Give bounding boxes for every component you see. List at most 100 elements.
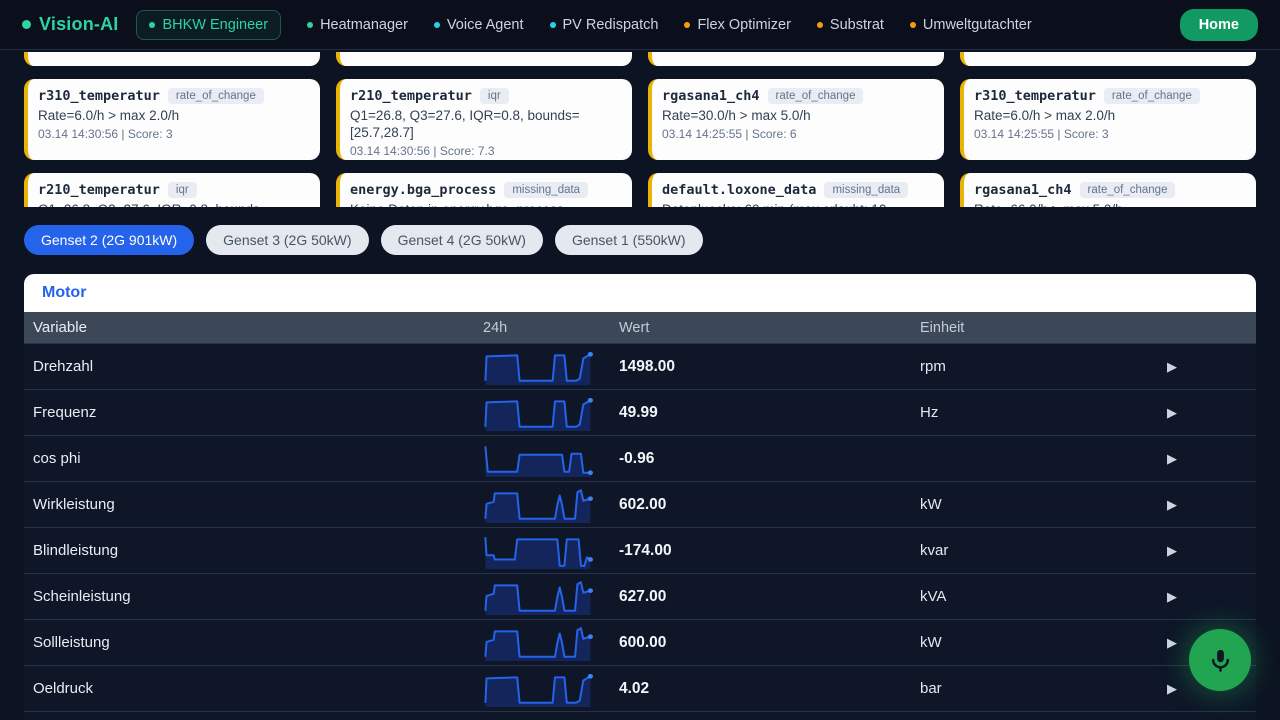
nav-item[interactable]: PV Redispatch	[549, 11, 658, 39]
alert-row: r310_temperatur rate_of_change Rate=6.0/…	[24, 79, 1256, 160]
alert-message: Rate=6.0/h > max 2.0/h	[38, 108, 180, 123]
alert-card[interactable]: energy.bga_process missing_data Keine Da…	[336, 173, 632, 207]
play-button[interactable]: ▶	[1165, 680, 1256, 698]
variable-name: Blindleistung	[33, 542, 119, 559]
brand-name: Vision-AI	[39, 14, 119, 34]
nav-item[interactable]: BHKW Engineer	[136, 9, 282, 40]
play-button[interactable]: ▶	[1165, 588, 1256, 606]
table-row: Wirkleistung 602.00 kW ▶	[24, 481, 1256, 527]
sparkline-24h	[483, 579, 619, 615]
alert-sensor-name: energy.bga_process	[350, 182, 497, 198]
alert-card[interactable]	[24, 52, 320, 66]
play-icon: ▶	[1167, 635, 1177, 651]
play-button[interactable]: ▶	[1165, 404, 1256, 422]
alert-card[interactable]: default.loxone_data missing_data Datenlu…	[648, 173, 944, 207]
alert-card[interactable]: r210_temperatur iqr Q1=26.8, Q3=27.6, IQ…	[24, 173, 320, 207]
column-header-variable: Variable	[33, 319, 87, 336]
sparkline-24h	[483, 487, 619, 523]
nav-item[interactable]: Substrat	[816, 11, 884, 39]
nav-item-label: Substrat	[829, 16, 884, 33]
value-cell: -0.96	[619, 449, 655, 467]
alert-message: Rate=30.0/h > max 5.0/h	[662, 108, 811, 123]
alert-row-partial	[24, 52, 1256, 66]
genset-tab[interactable]: Genset 4 (2G 50kW)	[380, 225, 543, 255]
alert-card[interactable]	[336, 52, 632, 66]
alert-timestamp: 03.14 14:25:55 | Score: 3	[974, 127, 1109, 141]
alert-timestamp: 03.14 14:30:56 | Score: 3	[38, 127, 173, 141]
genset-tab-label: Genset 3 (2G 50kW)	[223, 232, 352, 248]
alert-sensor-name: default.loxone_data	[662, 182, 817, 198]
value-cell: 1498.00	[619, 357, 676, 375]
alert-card[interactable]: r310_temperatur rate_of_change Rate=6.0/…	[24, 79, 320, 160]
column-header-einheit: Einheit	[920, 319, 965, 336]
alert-card[interactable]	[960, 52, 1256, 66]
alert-type-badge: rate_of_change	[767, 88, 864, 104]
variable-name: Oeldruck	[33, 680, 94, 697]
sparkline-chart-icon	[483, 397, 593, 431]
column-header-24h: 24h	[483, 319, 508, 336]
sparkline-24h	[483, 441, 619, 477]
play-icon: ▶	[1167, 681, 1177, 697]
genset-tab[interactable]: Genset 1 (550kW)	[554, 225, 703, 255]
nav-item-label: Voice Agent	[446, 16, 524, 33]
alert-type-badge: iqr	[167, 182, 197, 198]
genset-tab[interactable]: Genset 2 (2G 901kW)	[24, 225, 195, 255]
play-icon: ▶	[1167, 589, 1177, 605]
play-button[interactable]: ▶	[1165, 634, 1256, 652]
sparkline-24h	[483, 349, 619, 385]
alert-card-header: r210_temperatur iqr	[350, 88, 620, 104]
nav-item[interactable]: Voice Agent	[433, 11, 524, 39]
alert-message: Keine Daten in energy.bga_process	[350, 201, 620, 207]
alerts-panel[interactable]: r310_temperatur rate_of_change Rate=6.0/…	[24, 52, 1256, 207]
table-row: Drehzahl 1498.00 rpm ▶	[24, 343, 1256, 389]
sparkline-24h	[483, 717, 619, 720]
genset-tab-label: Genset 4 (2G 50kW)	[397, 232, 526, 248]
alert-message: Q1=26.8, Q3=27.6, IQR=0.8, bounds=	[38, 201, 308, 207]
alert-sensor-name: r210_temperatur	[38, 182, 160, 198]
alert-card[interactable]	[648, 52, 944, 66]
sparkline-chart-icon	[483, 625, 593, 661]
alert-card[interactable]: r210_temperatur iqr Q1=26.8, Q3=27.6, IQ…	[336, 79, 632, 160]
nav-item-label: BHKW Engineer	[162, 16, 269, 33]
sparkline-chart-icon	[588, 719, 593, 720]
nav-items: BHKW Engineer Heatmanager Voice Agent PV…	[136, 9, 1179, 40]
table-row: Scheinleistung 627.00 kVA ▶	[24, 573, 1256, 619]
value-cell: 627.00	[619, 587, 667, 605]
genset-tabs: Genset 2 (2G 901kW) Genset 3 (2G 50kW) G…	[24, 225, 1256, 255]
unit-cell: rpm	[920, 358, 946, 375]
nav-item[interactable]: Heatmanager	[307, 11, 408, 39]
sparkline-chart-icon	[483, 487, 593, 523]
sparkline-chart-icon	[483, 533, 593, 569]
play-button[interactable]: ▶	[1165, 358, 1256, 376]
nav-item[interactable]: Flex Optimizer	[684, 11, 791, 39]
unit-cell: kW	[920, 496, 942, 513]
nav-item-label: Heatmanager	[320, 16, 408, 33]
sparkline-chart-icon	[483, 441, 593, 477]
alert-type-badge: rate_of_change	[1079, 182, 1176, 198]
play-button[interactable]: ▶	[1165, 542, 1256, 560]
alert-card[interactable]: rgasana1_ch4 rate_of_change Rate=30.0/h …	[648, 79, 944, 160]
alert-card[interactable]: rgasana1_ch4 rate_of_change Rate=66.0/h …	[960, 173, 1256, 207]
alert-card-header: r310_temperatur rate_of_change	[38, 88, 308, 104]
value-cell: 4.02	[619, 679, 650, 697]
alert-sensor-name: rgasana1_ch4	[974, 182, 1072, 198]
value-cell: -174.00	[619, 541, 672, 559]
status-dot-icon	[433, 21, 440, 28]
status-dot-icon	[816, 21, 823, 28]
play-icon: ▶	[1167, 405, 1177, 421]
alert-card-header: r210_temperatur iqr	[38, 182, 308, 198]
play-icon: ▶	[1167, 497, 1177, 513]
table-row: ▶	[24, 711, 1256, 720]
play-button[interactable]: ▶	[1165, 496, 1256, 514]
motor-table: Motor Variable 24h Wert Einheit Drehzahl…	[24, 274, 1256, 720]
table-body: Drehzahl 1498.00 rpm ▶ Frequenz	[24, 343, 1256, 720]
alert-card[interactable]: r310_temperatur rate_of_change Rate=6.0/…	[960, 79, 1256, 160]
voice-mic-button[interactable]	[1189, 629, 1251, 691]
alert-card-header: energy.bga_process missing_data	[350, 182, 620, 198]
brand: Vision-AI	[22, 14, 118, 35]
table-title: Motor	[42, 284, 87, 301]
play-button[interactable]: ▶	[1165, 450, 1256, 468]
genset-tab[interactable]: Genset 3 (2G 50kW)	[206, 225, 369, 255]
nav-item[interactable]: Umweltgutachter	[909, 11, 1032, 39]
home-button[interactable]: Home	[1179, 8, 1258, 41]
